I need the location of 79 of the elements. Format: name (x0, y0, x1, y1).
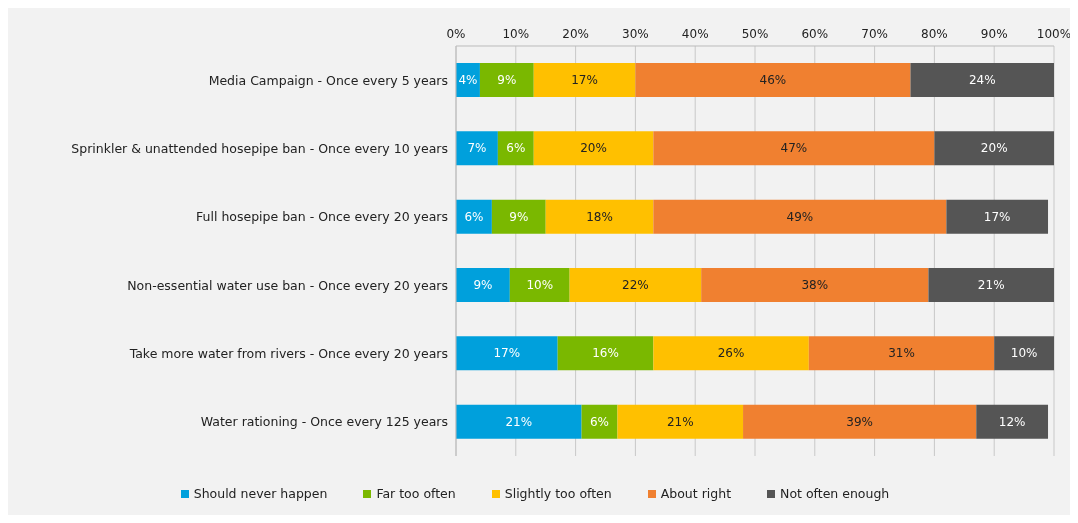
y-tick-label: Take more water from rivers - Once every 20 years (128, 345, 448, 361)
data-label: 17% (983, 209, 1011, 224)
x-tick-label: 10% (502, 27, 530, 41)
data-label: 39% (846, 414, 873, 429)
bar (635, 63, 911, 97)
bar (569, 268, 702, 302)
data-label: 31% (888, 346, 915, 361)
legend-label: Should never happen (193, 486, 328, 501)
x-tick-label: 20% (562, 27, 589, 41)
bar (910, 63, 1054, 97)
x-tick-label: 60% (801, 27, 829, 41)
data-label: 12% (998, 414, 1026, 429)
bar (617, 404, 744, 439)
data-label: 9% (497, 73, 517, 87)
data-label: 9% (509, 209, 529, 224)
data-label: 17% (571, 73, 598, 87)
bar (456, 131, 498, 166)
bar (533, 131, 654, 166)
bar (928, 268, 1054, 302)
data-label: 9% (473, 278, 493, 292)
bar (497, 131, 534, 166)
x-tick-label: 40% (681, 27, 709, 41)
bar (456, 268, 510, 302)
data-label: 4% (458, 73, 478, 87)
data-label: 21% (666, 414, 694, 429)
bar (701, 268, 929, 302)
bar (456, 336, 558, 371)
y-tick-label: Non-essential water use ban - Once every 20 years (127, 277, 448, 293)
legend-label: Slightly too often (504, 486, 612, 501)
data-label: 24% (968, 73, 996, 87)
bar (545, 199, 654, 234)
data-label: 7% (467, 141, 487, 156)
bar (491, 199, 546, 234)
bar (976, 404, 1049, 439)
x-tick-label: 50% (741, 27, 769, 41)
data-label: 38% (801, 278, 829, 292)
bar (557, 336, 654, 371)
bar (808, 336, 995, 371)
bar (994, 336, 1054, 371)
data-label: 18% (586, 209, 613, 224)
bar (653, 199, 947, 234)
data-label: 6% (590, 414, 610, 429)
bar (743, 404, 977, 439)
y-tick-label: Water rationing - Once every 125 years (200, 414, 448, 430)
bar (533, 63, 636, 97)
bar (934, 131, 1054, 166)
data-label: 17% (493, 346, 521, 361)
data-label: 10% (526, 278, 554, 292)
x-tick-label: 70% (861, 27, 888, 41)
bar (653, 131, 935, 166)
legend-label: Far too often (376, 486, 456, 501)
data-label: 16% (592, 346, 619, 361)
x-tick-label: 30% (622, 27, 649, 41)
data-label: 21% (505, 414, 533, 429)
data-label: 21% (977, 278, 1005, 292)
data-label: 10% (1010, 346, 1038, 361)
data-label: 20% (980, 141, 1008, 156)
x-tick-label: 0% (446, 27, 466, 41)
bar (946, 199, 1049, 234)
x-tick-label: 80% (921, 27, 948, 41)
y-tick-label: Sprinkler & unattended hosepipe ban - Once every 10 years (71, 140, 448, 156)
data-label: 47% (780, 141, 808, 156)
data-label: 46% (759, 73, 787, 87)
x-tick-label: 100% (1036, 27, 1072, 41)
y-tick-label: Full hosepipe ban - Once every 20 years (196, 209, 448, 225)
bar (509, 268, 570, 302)
bar (456, 404, 582, 439)
legend-label: Not often enough (780, 486, 890, 501)
data-label: 6% (506, 141, 526, 156)
bar (653, 336, 809, 371)
bar (479, 63, 534, 97)
data-label: 26% (717, 346, 745, 361)
legend-label: About right (660, 486, 732, 501)
data-label: 22% (622, 278, 649, 292)
data-label: 20% (580, 141, 607, 156)
data-label: 49% (786, 209, 814, 224)
data-label: 6% (464, 209, 484, 224)
y-tick-label: Media Campaign - Once every 5 years (208, 72, 448, 88)
x-tick-label: 90% (980, 27, 1008, 41)
